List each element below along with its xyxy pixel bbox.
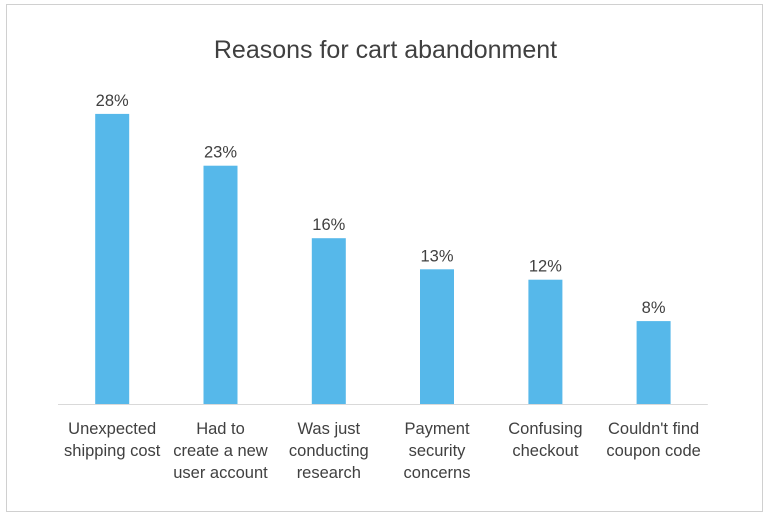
data-label: 8% (642, 299, 666, 317)
bar (95, 113, 130, 405)
bar (528, 279, 563, 404)
chart-frame (6, 4, 763, 512)
category-label: Was just conducting research (288, 420, 369, 482)
category-label: Unexpected shipping cost (64, 420, 161, 460)
category-label: Couldn't find coupon code (606, 420, 701, 460)
data-label: 23% (204, 144, 237, 162)
bar (636, 321, 671, 404)
category-label: Payment security concerns (403, 420, 471, 482)
bar (420, 269, 454, 404)
data-label: 12% (529, 258, 562, 276)
chart-title: Reasons for cart abandonment (213, 36, 558, 64)
category-label: Had to create a new user account (173, 420, 268, 482)
data-label: 16% (312, 216, 345, 234)
bar (311, 238, 346, 404)
data-labels-group: 28% 23% 16% 13% 12% 8% (96, 92, 666, 317)
data-label: 13% (420, 247, 453, 265)
category-label: Confusing checkout (508, 420, 583, 460)
data-label: 28% (96, 92, 129, 110)
bars-group (95, 113, 671, 405)
bar (203, 165, 238, 404)
